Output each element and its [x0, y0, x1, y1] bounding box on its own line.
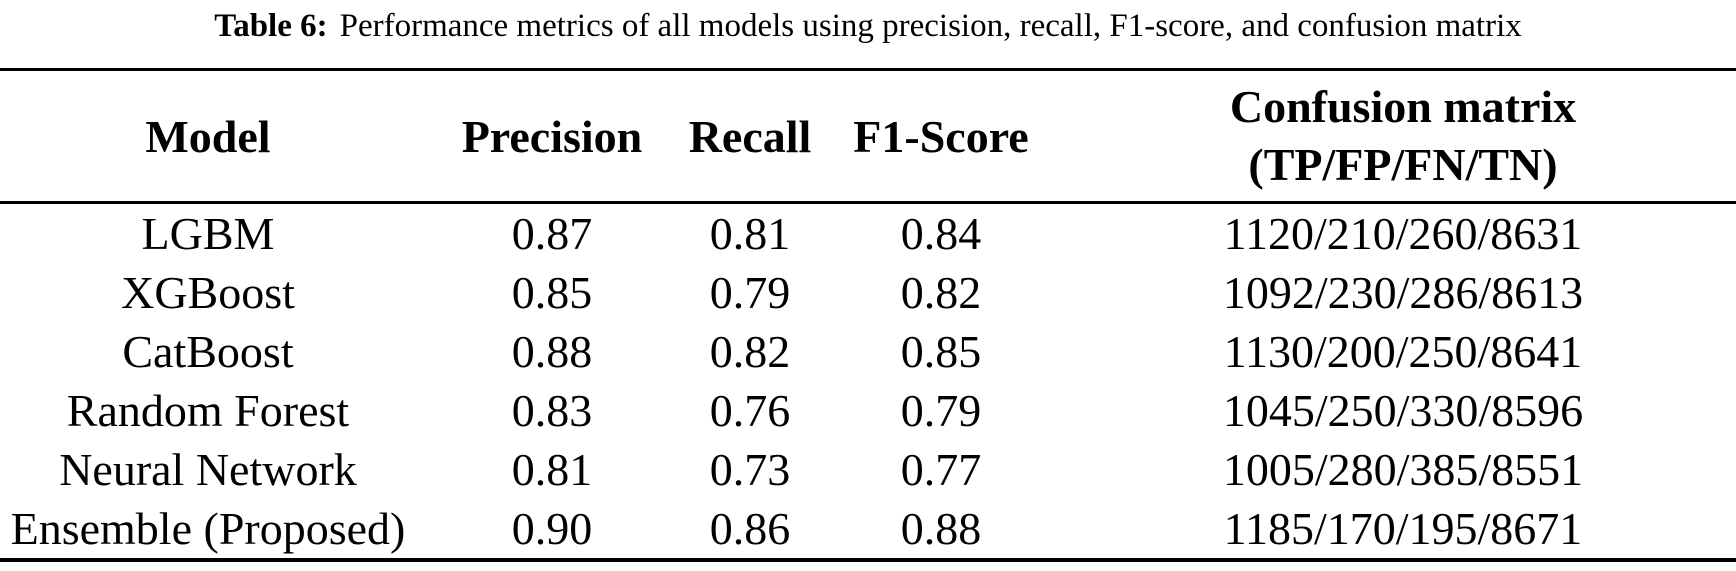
table-row-ensemble-proposed: Ensemble (Proposed) 0.90 0.86 0.88 1185/…: [0, 499, 1736, 562]
model-cell: LGBM: [141, 208, 275, 259]
performance-metrics-table: Model Precision Recall F1-Score Confusio…: [0, 71, 1736, 562]
col-header-recall: Recall: [688, 71, 812, 204]
confusion-cell: 1045/250/330/8596: [1222, 385, 1584, 436]
precision-cell: 0.85: [511, 267, 593, 318]
f1-cell: 0.84: [900, 208, 982, 259]
f1-cell: 0.77: [900, 444, 982, 495]
recall-cell: 0.76: [709, 385, 791, 436]
model-cell: CatBoost: [122, 326, 294, 377]
confusion-cell: 1120/210/260/8631: [1223, 208, 1583, 259]
precision-cell: 0.87: [511, 208, 593, 259]
precision-cell: 0.90: [416, 499, 688, 562]
table-header: Model Precision Recall F1-Score Confusio…: [0, 71, 1736, 204]
table-body: LGBM 0.87 0.81 0.84 1120/210/260/8631 XG…: [0, 203, 1736, 562]
recall-cell: 0.73: [709, 444, 791, 495]
f1-cell: 0.85: [900, 326, 982, 377]
recall-cell: 0.86: [688, 499, 812, 562]
confusion-cell: 1185/170/195/8671: [1070, 499, 1736, 562]
caption-label: Table 6:: [214, 8, 328, 44]
table-row-random-forest: Random Forest 0.83 0.76 0.79 1045/250/33…: [0, 381, 1736, 440]
model-cell: Neural Network: [59, 444, 357, 495]
table-caption: Table 6: Performance metrics of all model…: [0, 0, 1736, 71]
precision-cell: 0.88: [511, 326, 593, 377]
model-cell: XGBoost: [121, 267, 295, 318]
col-header-confusion-line2: (TP/FP/FN/TN): [1248, 139, 1558, 190]
col-header-f1-score: F1-Score: [812, 71, 1070, 204]
recall-cell: 0.79: [709, 267, 791, 318]
model-cell: Ensemble (Proposed): [0, 499, 416, 562]
col-header-confusion-line1: Confusion matrix: [1229, 81, 1577, 132]
confusion-cell: 1092/230/286/8613: [1222, 267, 1584, 318]
table-row-lgbm: LGBM 0.87 0.81 0.84 1120/210/260/8631: [0, 203, 1736, 264]
model-cell: Random Forest: [66, 385, 350, 436]
table-row-catboost: CatBoost 0.88 0.82 0.85 1130/200/250/864…: [0, 322, 1736, 381]
f1-cell: 0.88: [812, 499, 1070, 562]
header-row: Model Precision Recall F1-Score Confusio…: [0, 71, 1736, 204]
table-row-xgboost: XGBoost 0.85 0.79 0.82 1092/230/286/8613: [0, 263, 1736, 322]
recall-cell: 0.81: [709, 208, 791, 259]
recall-cell: 0.82: [709, 326, 791, 377]
precision-cell: 0.83: [511, 385, 593, 436]
f1-cell: 0.79: [900, 385, 982, 436]
precision-cell: 0.81: [511, 444, 593, 495]
col-header-confusion-matrix: Confusion matrix (TP/FP/FN/TN): [1070, 71, 1736, 204]
confusion-cell: 1005/280/385/8551: [1222, 444, 1584, 495]
caption-text: Performance metrics of all models using …: [339, 8, 1522, 44]
confusion-cell: 1130/200/250/8641: [1223, 326, 1583, 377]
table-row-neural-network: Neural Network 0.81 0.73 0.77 1005/280/3…: [0, 440, 1736, 499]
col-header-model: Model: [0, 71, 416, 204]
f1-cell: 0.82: [900, 267, 982, 318]
col-header-precision: Precision: [416, 71, 688, 204]
